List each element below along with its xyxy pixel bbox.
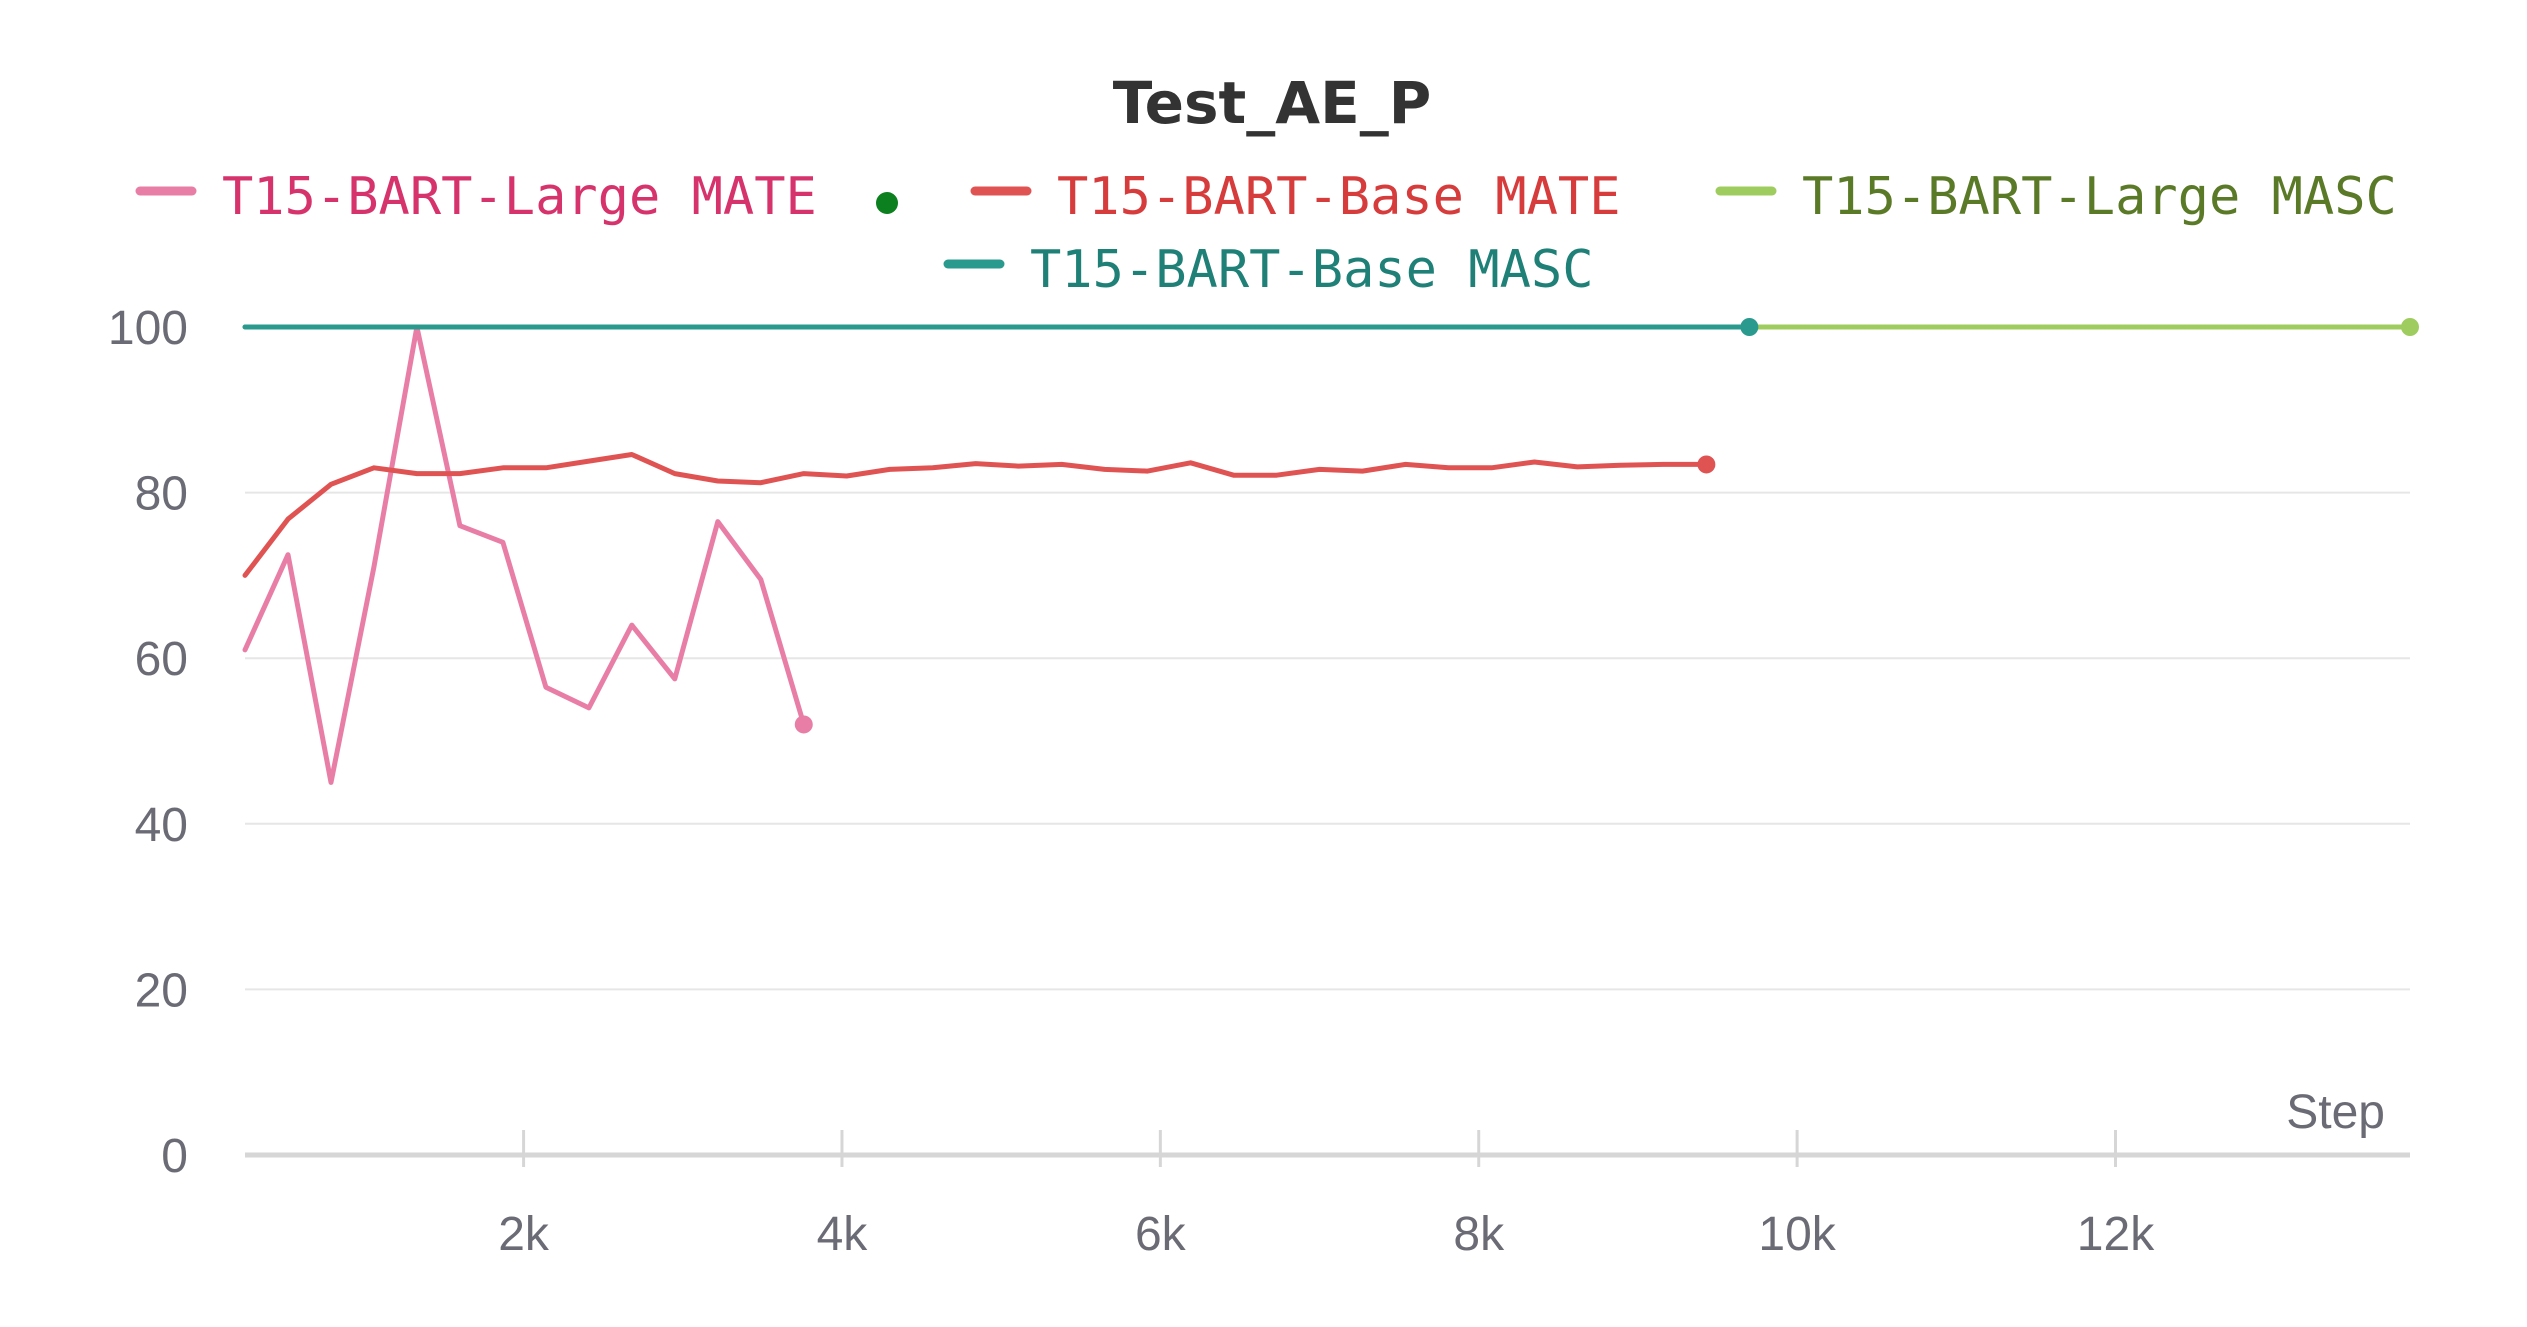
series-line-0: [242, 324, 807, 785]
legend-item-4[interactable]: T15-BART-Base MASC: [943, 240, 1594, 300]
legend-item-2[interactable]: T15-BART-Base MATE: [970, 167, 1621, 227]
series-end-point-0: [794, 715, 813, 734]
legend-label: T15-BART-Large MASC: [1802, 167, 2397, 227]
x-axis-title: Step: [2286, 1086, 2385, 1139]
y-tick-label: 100: [108, 302, 188, 355]
x-axis: 2k 4k 6k 8k 10k 12k: [245, 1130, 2410, 1261]
y-tick-label: 0: [161, 1130, 188, 1183]
series-line-1: [242, 452, 1709, 578]
x-tick-label: 12k: [2077, 1208, 2155, 1261]
legend-dot-icon: [876, 192, 898, 214]
series-end-point-2: [2401, 318, 2419, 336]
x-tick-label: 4k: [817, 1208, 869, 1261]
series-end-point-3: [1740, 318, 1759, 336]
legend-item-0[interactable]: T15-BART-Large MATE: [135, 167, 817, 227]
chart-title: Test_AE_P: [1113, 69, 1431, 137]
y-tick-label: 20: [135, 964, 188, 1017]
legend-label: T15-BART-Base MATE: [1057, 167, 1621, 227]
x-tick-label: 2k: [498, 1208, 550, 1261]
legend: T15-BART-Large MATE T15-BART-Base MATE T15…: [135, 167, 2397, 300]
series-end-point-1: [1697, 455, 1716, 474]
legend-label: T15-BART-Large MATE: [222, 167, 817, 227]
y-tick-label: 60: [135, 633, 188, 686]
grid: [245, 326, 2410, 991]
x-tick-label: 6k: [1135, 1208, 1187, 1261]
x-tick-label: 10k: [1758, 1208, 1836, 1261]
legend-item-1[interactable]: [876, 192, 898, 214]
y-tick-label: 80: [135, 468, 188, 521]
y-tick-label: 40: [135, 799, 188, 852]
x-tick-label: 8k: [1453, 1208, 1505, 1261]
series-group: [242, 318, 2419, 785]
y-axis: 0 20 40 60 80 100: [108, 302, 188, 1183]
legend-item-3[interactable]: T15-BART-Large MASC: [1715, 167, 2397, 227]
legend-label: T15-BART-Base MASC: [1030, 240, 1594, 300]
